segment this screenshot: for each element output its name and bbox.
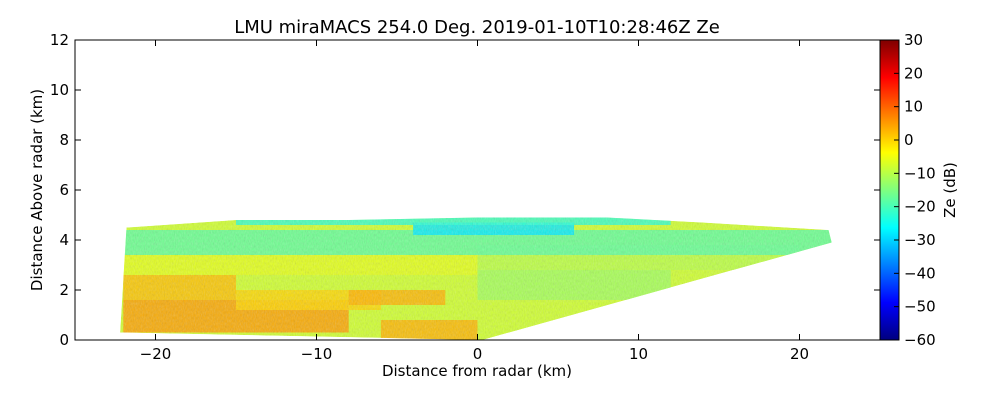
echo-texture bbox=[120, 217, 832, 340]
colorbar-tick-label: −50 bbox=[904, 298, 936, 316]
y-tick-label: 10 bbox=[50, 81, 69, 99]
x-axis: −20 −10 0 10 20 bbox=[140, 40, 809, 363]
x-tick-label: 10 bbox=[629, 345, 648, 363]
y-tick-label: 4 bbox=[59, 231, 69, 249]
colorbar-tick-label: 10 bbox=[904, 98, 923, 116]
y-tick-label: 12 bbox=[50, 31, 69, 49]
y-tick-label: 8 bbox=[59, 131, 69, 149]
y-tick-label: 0 bbox=[59, 331, 69, 349]
plot-area bbox=[75, 40, 880, 340]
colorbar-tick-label: −40 bbox=[904, 264, 936, 282]
colorbar-tick-label: −30 bbox=[904, 231, 936, 249]
colorbar-tick-label: −10 bbox=[904, 164, 936, 182]
y-tick-label: 6 bbox=[59, 181, 69, 199]
colorbar-label: Ze (dB) bbox=[941, 162, 959, 218]
colorbar bbox=[879, 39, 900, 341]
x-tick-label: 20 bbox=[790, 345, 809, 363]
chart-title: LMU miraMACS 254.0 Deg. 2019-01-10T10:28… bbox=[234, 17, 720, 38]
colorbar-tick-label: −20 bbox=[904, 198, 936, 216]
y-tick-label: 2 bbox=[59, 281, 69, 299]
colorbar-tick-label: 30 bbox=[904, 31, 923, 49]
y-axis-label: Distance Above radar (km) bbox=[28, 89, 46, 291]
colorbar-tick-label: 20 bbox=[904, 64, 923, 82]
y-axis: 0 2 4 6 8 10 12 bbox=[50, 31, 880, 349]
x-tick-label: −20 bbox=[140, 345, 172, 363]
x-tick-label: 0 bbox=[473, 345, 483, 363]
colorbar-tick-label: −60 bbox=[904, 331, 936, 349]
colorbar-tick-label: 0 bbox=[904, 131, 914, 149]
x-tick-label: −10 bbox=[301, 345, 333, 363]
x-axis-label: Distance from radar (km) bbox=[382, 362, 572, 380]
colorbar-ticks: 30 20 10 0 −10 −20 −30 −40 −50 −60 bbox=[894, 31, 936, 349]
